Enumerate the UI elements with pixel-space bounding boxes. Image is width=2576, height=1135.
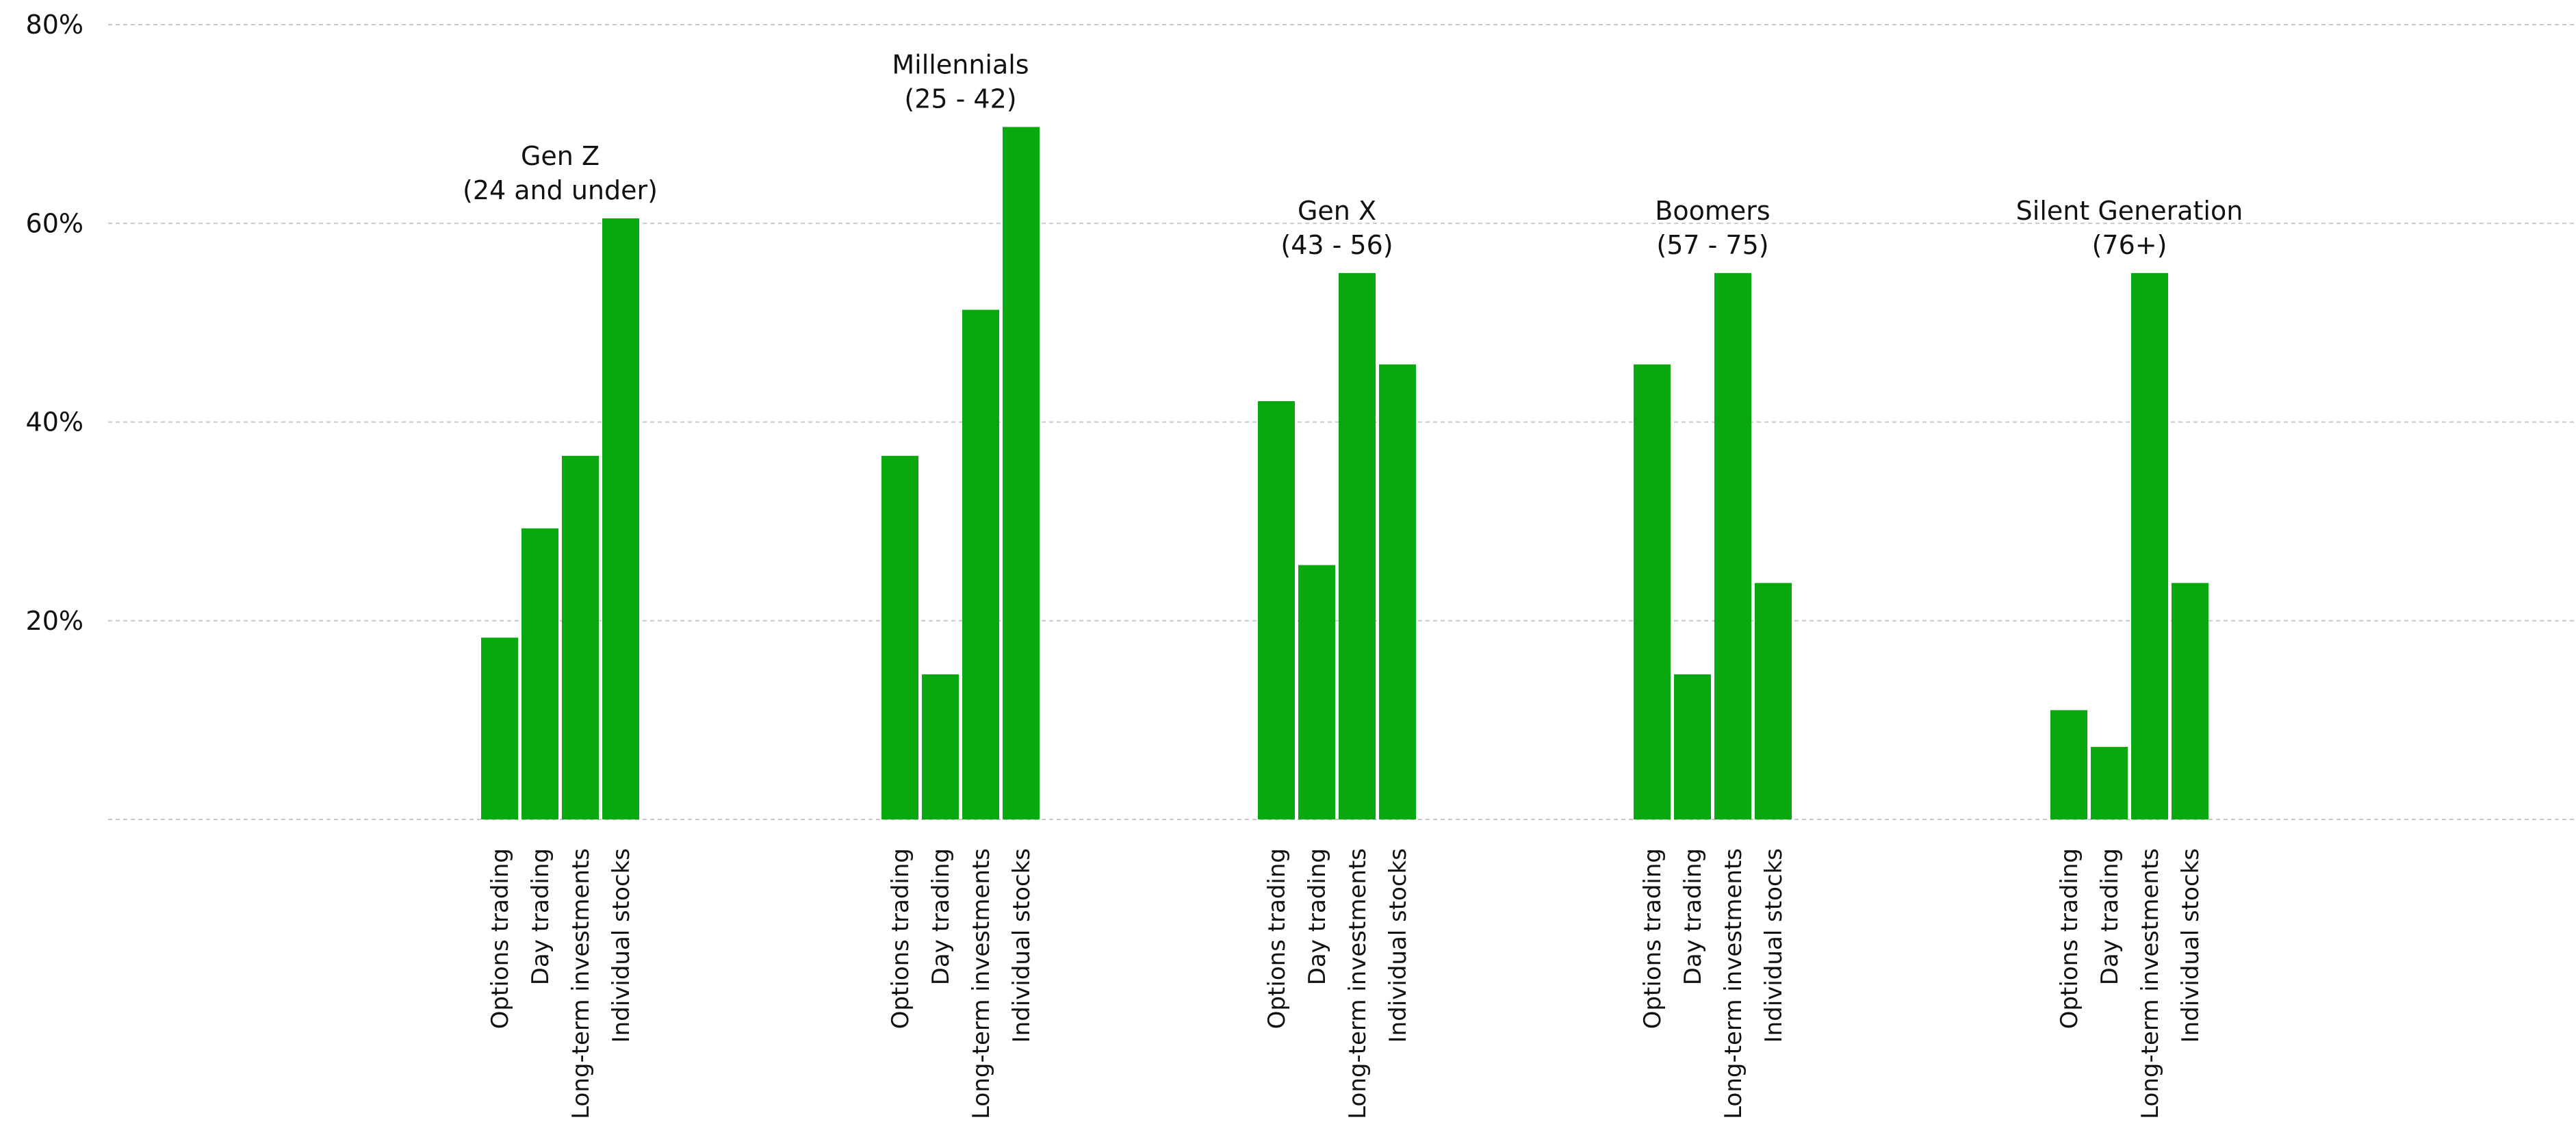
y-tick-label: 80%: [26, 10, 83, 40]
bar: [602, 218, 639, 819]
category-label: Options trading: [1263, 848, 1291, 1029]
bar: [1755, 583, 1792, 819]
category-label: Day trading: [1304, 848, 1331, 985]
bar: [1258, 401, 1295, 819]
group-subtitle: (57 - 75): [1656, 230, 1768, 260]
group-subtitle: (25 - 42): [904, 84, 1016, 114]
bar: [962, 309, 999, 819]
category-label: Day trading: [1679, 848, 1707, 985]
category-label: Individual stocks: [2177, 848, 2204, 1043]
category-label: Individual stocks: [1008, 848, 1035, 1043]
bar: [1003, 127, 1040, 819]
category-label: Options trading: [2056, 848, 2083, 1029]
group-subtitle: (24 and under): [463, 175, 658, 205]
category-label: Long-term investments: [567, 848, 595, 1119]
bar: [481, 637, 518, 819]
bar: [922, 674, 959, 819]
category-label: Long-term investments: [968, 848, 995, 1119]
category-label: Options trading: [887, 848, 914, 1029]
bar: [1714, 272, 1751, 819]
bar: [881, 455, 918, 819]
group-title: Silent Generation: [2016, 196, 2243, 226]
y-tick-label: 20%: [26, 606, 83, 636]
category-label: Day trading: [927, 848, 955, 985]
bar: [1379, 364, 1416, 819]
group-title: Gen X: [1298, 196, 1376, 226]
group-subtitle: (76+): [2092, 230, 2167, 260]
y-tick-label: 40%: [26, 407, 83, 437]
group-title: Millennials: [892, 49, 1029, 79]
category-label: Long-term investments: [1344, 848, 1371, 1119]
bar: [1674, 674, 1711, 819]
bar: [2050, 710, 2087, 819]
group-title: Gen Z: [521, 141, 600, 171]
category-label: Individual stocks: [608, 848, 635, 1043]
category-label: Individual stocks: [1760, 848, 1788, 1043]
bar: [1339, 272, 1376, 819]
y-tick-label: 60%: [26, 208, 83, 238]
bar: [562, 455, 599, 819]
group-subtitle: (43 - 56): [1280, 230, 1393, 260]
bar: [1634, 364, 1671, 819]
category-label: Day trading: [527, 848, 554, 985]
category-label: Day trading: [2096, 848, 2124, 985]
bar: [2091, 747, 2128, 819]
category-label: Long-term investments: [1720, 848, 1747, 1119]
category-label: Options trading: [1639, 848, 1666, 1029]
bar: [2172, 583, 2208, 819]
group-title: Boomers: [1655, 196, 1770, 226]
bar: [1298, 565, 1335, 819]
category-label: Individual stocks: [1384, 848, 1412, 1043]
category-label: Long-term investments: [2137, 848, 2164, 1119]
bar: [521, 528, 558, 819]
category-label: Options trading: [487, 848, 514, 1029]
bar: [2131, 272, 2168, 819]
